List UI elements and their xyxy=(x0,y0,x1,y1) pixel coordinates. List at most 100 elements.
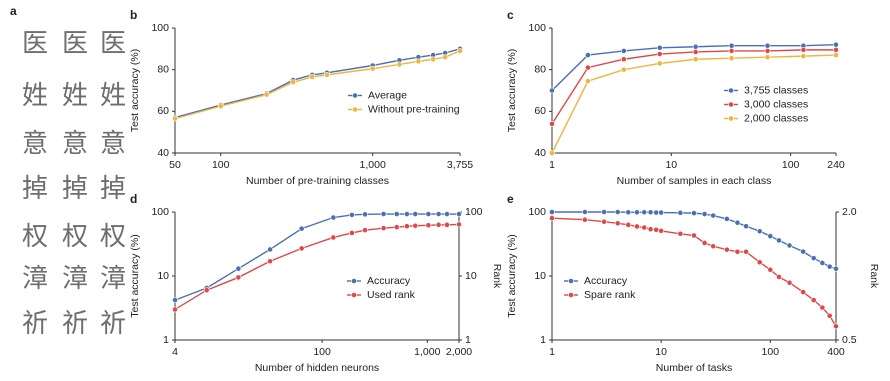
series-line xyxy=(174,223,460,311)
y-tick-label: 100 xyxy=(151,206,169,218)
data-point xyxy=(620,66,627,73)
data-point xyxy=(833,323,839,330)
legend-marker xyxy=(351,292,357,298)
data-point xyxy=(456,211,462,217)
data-point xyxy=(549,209,555,215)
y-tick-label: 10 xyxy=(534,270,546,282)
data-point xyxy=(581,216,588,223)
panel-label: a xyxy=(10,4,17,18)
data-point xyxy=(734,219,741,226)
legend-label: Accuracy xyxy=(367,275,411,287)
x-tick-label: 10 xyxy=(655,346,667,358)
panel-label: c xyxy=(507,8,514,22)
data-point xyxy=(404,223,410,230)
data-point xyxy=(810,255,817,262)
handwritten-character: 祈 xyxy=(100,309,126,339)
data-point xyxy=(393,224,400,231)
x-tick-label: 50 xyxy=(169,159,181,171)
y2-tick-label: 2.0 xyxy=(842,206,857,218)
data-point xyxy=(701,240,708,246)
data-point xyxy=(656,51,663,57)
legend-label: Accuracy xyxy=(584,275,628,287)
x-tick-label: 1,000 xyxy=(414,346,440,358)
data-point xyxy=(767,266,774,273)
x-axis-title: Number of tasks xyxy=(656,362,732,374)
data-point xyxy=(647,226,654,233)
data-point xyxy=(658,209,665,216)
data-point xyxy=(614,220,621,227)
data-point xyxy=(677,209,684,216)
legend-marker xyxy=(568,278,574,284)
handwritten-character: 掉 xyxy=(22,174,48,204)
data-point xyxy=(581,209,588,215)
y2-tick-label: 10 xyxy=(465,270,477,282)
data-point xyxy=(309,74,316,80)
data-point xyxy=(425,222,432,229)
x-tick-label: 400 xyxy=(827,346,845,358)
data-point xyxy=(549,120,555,127)
data-point xyxy=(728,42,735,49)
data-point xyxy=(692,43,699,50)
handwritten-character: 意 xyxy=(22,129,48,159)
x-axis-title: Number of hidden neurons xyxy=(255,362,379,374)
data-point xyxy=(710,212,717,219)
y-axis-title: Test accuracy (%) xyxy=(506,234,518,317)
legend-label: 3,755 classes xyxy=(744,84,808,96)
data-point xyxy=(425,211,432,217)
y2-tick-label: 1 xyxy=(465,334,471,346)
x-tick-label: 100 xyxy=(212,159,230,171)
data-point xyxy=(172,115,178,122)
y-tick-label: 1 xyxy=(163,334,169,346)
data-point xyxy=(324,71,330,78)
data-point xyxy=(349,212,355,218)
data-point xyxy=(756,228,763,235)
handwritten-character: 姓 xyxy=(62,81,88,111)
data-point xyxy=(734,248,741,255)
handwritten-character: 祈 xyxy=(62,309,88,339)
legend-marker xyxy=(728,101,734,108)
handwritten-character: 权 xyxy=(62,222,88,252)
data-point xyxy=(728,48,735,54)
y2-tick-label: 100 xyxy=(465,206,483,218)
data-point xyxy=(691,232,697,239)
data-point xyxy=(764,42,771,49)
data-point xyxy=(800,53,807,60)
data-point xyxy=(549,215,555,222)
data-point xyxy=(412,222,419,229)
data-point xyxy=(786,242,793,249)
data-point xyxy=(585,78,591,85)
handwritten-character: 掉 xyxy=(100,174,126,204)
data-point xyxy=(641,209,648,216)
handwritten-character: 意 xyxy=(100,129,126,159)
handwritten-character: 漳 xyxy=(62,264,88,294)
legend-label: Spare rank xyxy=(584,289,636,301)
data-point xyxy=(653,209,660,216)
data-point xyxy=(444,221,450,228)
data-point xyxy=(380,211,387,217)
data-point xyxy=(217,103,224,110)
data-point xyxy=(826,263,833,270)
x-tick-label: 1 xyxy=(549,159,555,171)
y2-axis-title: Rank xyxy=(491,264,503,289)
handwritten-character: 意 xyxy=(62,129,88,159)
y-tick-label: 60 xyxy=(534,105,546,117)
handwritten-character: 权 xyxy=(22,222,48,252)
y-axis-title: Test accuracy (%) xyxy=(129,49,141,132)
data-point xyxy=(601,209,607,215)
y-axis-title: Test accuracy (%) xyxy=(506,49,518,132)
data-point xyxy=(653,226,660,233)
data-point xyxy=(235,274,242,281)
data-point xyxy=(330,234,337,241)
y-tick-label: 60 xyxy=(157,105,169,117)
data-point xyxy=(776,274,782,280)
x-tick-label: 1,000 xyxy=(360,159,386,171)
data-point xyxy=(549,150,555,156)
y-tick-label: 40 xyxy=(157,147,169,159)
x-tick-label: 100 xyxy=(762,346,780,358)
data-point xyxy=(764,48,771,54)
data-point xyxy=(833,265,839,272)
data-point xyxy=(601,218,607,225)
legend-label: Average xyxy=(368,89,407,101)
data-point xyxy=(620,56,627,63)
